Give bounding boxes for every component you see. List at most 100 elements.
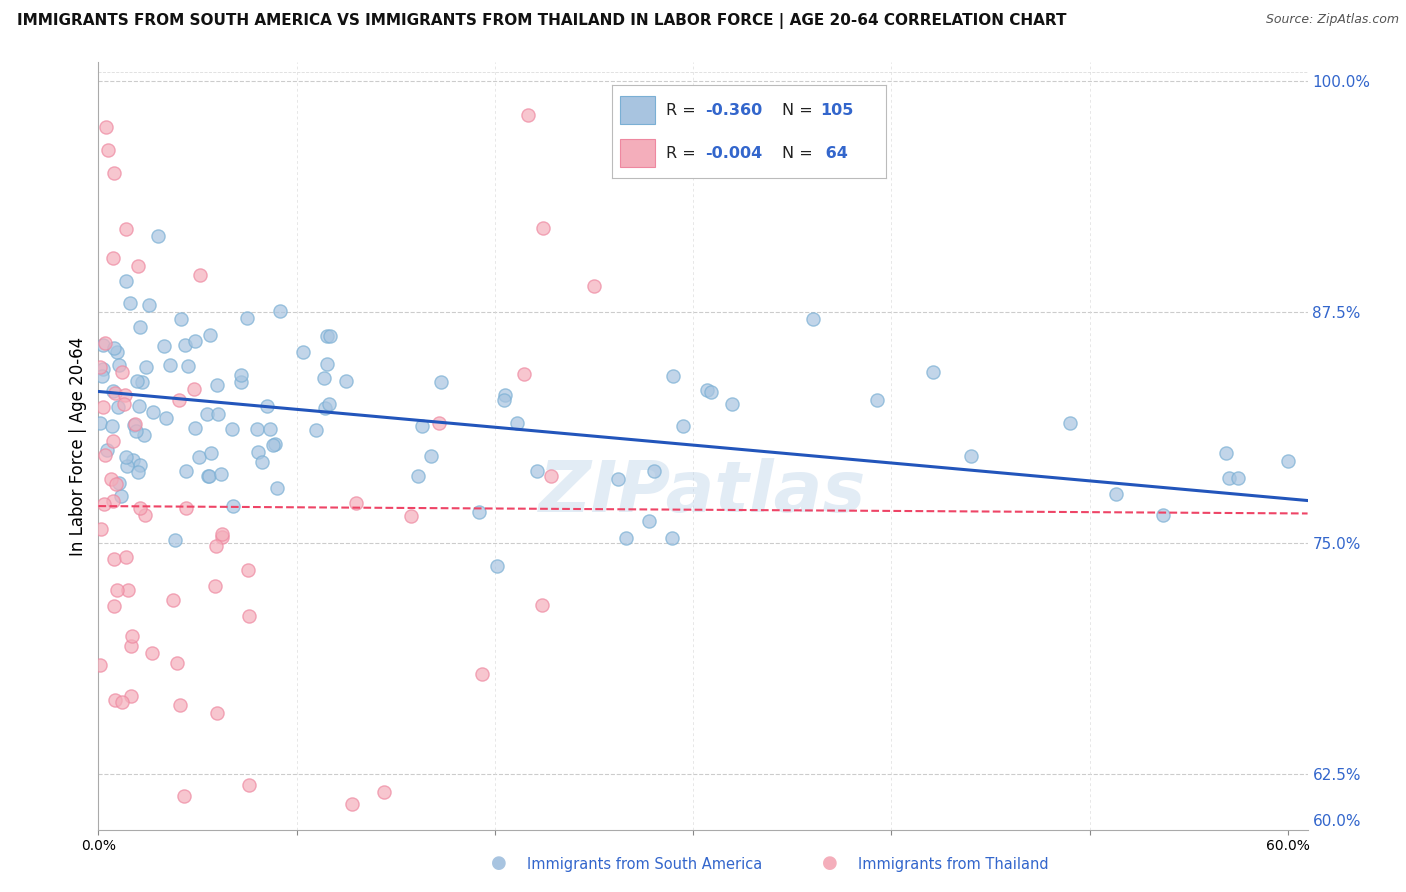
Point — [91, 362, 114, 376]
Point — [162, 593, 184, 607]
Point — [94, 335, 117, 350]
Point — [121, 453, 143, 467]
Point — [266, 482, 288, 496]
Point — [104, 692, 127, 706]
Text: Immigrants from South America: Immigrants from South America — [527, 857, 762, 872]
Text: N =: N = — [782, 145, 817, 161]
Point — [115, 222, 138, 236]
Point — [101, 434, 124, 449]
Point — [101, 251, 124, 265]
Point — [169, 698, 191, 712]
Point — [607, 472, 630, 486]
Point — [506, 417, 529, 431]
Point — [340, 797, 363, 812]
Y-axis label: In Labor Force | Age 20-64: In Labor Force | Age 20-64 — [69, 336, 87, 556]
Point — [138, 298, 160, 312]
Text: -0.004: -0.004 — [704, 145, 762, 161]
Point — [643, 463, 665, 477]
Point — [105, 345, 128, 359]
Point — [96, 443, 118, 458]
Point — [197, 468, 219, 483]
Point — [531, 598, 554, 612]
Point — [153, 339, 176, 353]
Point — [231, 375, 253, 389]
Point — [492, 393, 515, 408]
Point — [93, 448, 115, 462]
Point — [101, 384, 124, 398]
Point — [238, 778, 260, 792]
Point — [100, 472, 122, 486]
Point — [174, 500, 197, 515]
Point — [200, 327, 222, 342]
Point — [115, 274, 138, 288]
Point — [866, 392, 889, 407]
Point — [205, 539, 228, 553]
Point — [125, 424, 148, 438]
Point — [107, 400, 129, 414]
Text: ●: ● — [821, 855, 838, 872]
Point — [111, 695, 134, 709]
Point — [485, 558, 508, 573]
Point — [131, 376, 153, 390]
Point — [1152, 508, 1174, 523]
Point — [399, 509, 422, 524]
Point — [129, 500, 152, 515]
Point — [1327, 513, 1350, 527]
Point — [696, 383, 718, 397]
Point — [138, 831, 160, 846]
Point — [315, 357, 337, 371]
Point — [188, 450, 211, 465]
Point — [134, 428, 156, 442]
Point — [120, 689, 142, 703]
Point — [246, 445, 269, 459]
Point — [582, 279, 605, 293]
Point — [221, 499, 243, 513]
Point — [105, 582, 128, 597]
Point — [319, 329, 342, 343]
Point — [170, 311, 193, 326]
Point — [614, 531, 637, 545]
Point — [125, 374, 148, 388]
Text: 64: 64 — [820, 145, 848, 161]
Point — [97, 144, 120, 158]
Point — [638, 515, 661, 529]
Text: Source: ZipAtlas.com: Source: ZipAtlas.com — [1265, 13, 1399, 27]
Point — [205, 377, 228, 392]
Point — [801, 312, 824, 326]
Point — [229, 368, 252, 383]
Point — [118, 295, 141, 310]
Point — [471, 666, 494, 681]
Point — [166, 656, 188, 670]
Point — [115, 550, 138, 565]
Point — [672, 418, 695, 433]
Point — [406, 469, 429, 483]
Point — [494, 388, 516, 402]
Point — [1218, 471, 1240, 485]
Point — [103, 166, 125, 180]
Point — [111, 365, 134, 379]
Point — [188, 268, 211, 282]
Point — [209, 467, 232, 481]
Point — [531, 221, 554, 235]
Point — [1105, 487, 1128, 501]
Point — [124, 417, 146, 432]
Point — [314, 371, 336, 385]
Point — [101, 494, 124, 508]
Point — [146, 229, 169, 244]
Point — [197, 469, 219, 483]
Point — [127, 465, 149, 479]
Point — [89, 359, 111, 374]
Point — [259, 422, 281, 436]
Point — [177, 359, 200, 373]
Point — [204, 579, 226, 593]
Bar — [620, 139, 655, 167]
Point — [1227, 471, 1250, 485]
Point — [167, 392, 190, 407]
Point — [427, 417, 450, 431]
Text: Immigrants from Thailand: Immigrants from Thailand — [858, 857, 1049, 872]
Point — [211, 530, 233, 544]
Point — [721, 397, 744, 411]
Point — [90, 522, 112, 536]
Point — [236, 563, 259, 577]
Point — [103, 341, 125, 355]
